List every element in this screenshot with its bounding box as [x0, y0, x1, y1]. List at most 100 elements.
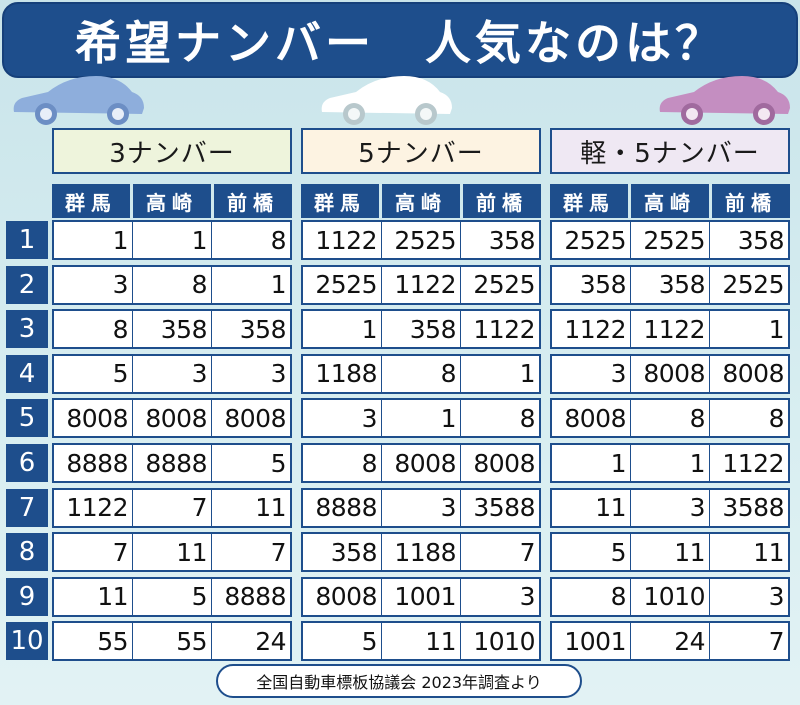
- table-cell: 1122: [381, 266, 460, 303]
- title-banner: 希望ナンバー 人気なのは？: [2, 2, 798, 78]
- table-row: 8008 8008 8008: [52, 398, 292, 439]
- table-cell: 8888: [315, 493, 377, 523]
- table-cell: 7: [211, 534, 290, 571]
- table-cell: 24: [211, 623, 290, 660]
- group-header: 5ナンバー: [301, 128, 541, 174]
- table-cell: 1122: [630, 311, 709, 348]
- table-cell: 8: [630, 400, 709, 437]
- rank-label: 5: [6, 399, 48, 438]
- table-cell: 3: [709, 578, 788, 615]
- table-row: 1122 1122 1: [550, 309, 790, 350]
- rank-label: 1: [6, 221, 48, 259]
- table-cell: 8008: [460, 445, 539, 481]
- table-row: 2525 2525 358: [550, 220, 790, 260]
- city-column-header: 高崎: [133, 184, 211, 218]
- table-cell: 358: [630, 266, 709, 303]
- table-cell: 3: [610, 359, 627, 389]
- table-cell: 8008: [211, 400, 290, 437]
- table-cell: 1188: [381, 534, 460, 571]
- table-cell: 2525: [460, 266, 539, 303]
- table-cell: 8: [211, 222, 290, 258]
- table-cell: 11: [97, 582, 128, 612]
- table-cell: 1122: [66, 493, 128, 523]
- table-row: 1 358 1122: [301, 309, 541, 350]
- table-row: 8888 3 3588: [301, 487, 541, 528]
- table-row: 8 1010 3: [550, 576, 790, 617]
- table-cell: 8888: [66, 448, 128, 478]
- city-column-header: 前橋: [712, 184, 790, 218]
- table-row: 55 55 24: [52, 621, 292, 662]
- table-cell: 1: [709, 311, 788, 348]
- table-cell: 1: [630, 445, 709, 481]
- source-note: 全国自動車標板協議会 2023年調査より: [216, 664, 582, 698]
- table-cell: 8008: [564, 403, 626, 433]
- table-cell: 1010: [630, 578, 709, 615]
- city-column-header: 群馬: [52, 184, 130, 218]
- table-cell: 358: [381, 311, 460, 348]
- table-cell: 8008: [381, 445, 460, 481]
- table-row: 1188 8 1: [301, 353, 541, 394]
- table-cell: 2525: [381, 222, 460, 258]
- city-column-header: 群馬: [550, 184, 628, 218]
- table-row: 358 358 2525: [550, 264, 790, 305]
- table-row: 1122 7 11: [52, 487, 292, 528]
- table-cell: 3588: [709, 489, 788, 526]
- city-column-header: 前橋: [214, 184, 292, 218]
- table-row: 1001 24 7: [550, 621, 790, 662]
- table-cell: 55: [97, 626, 128, 656]
- table-cell: 5: [211, 445, 290, 481]
- table-cell: 3: [132, 355, 211, 392]
- rank-label: 7: [6, 488, 48, 527]
- table-row: 11 5 8888: [52, 576, 292, 617]
- table-cell: 55: [132, 623, 211, 660]
- table-cell: 8: [361, 448, 378, 478]
- rank-label: 9: [6, 577, 48, 616]
- table-row: 8008 1001 3: [301, 576, 541, 617]
- table-cell: 1: [112, 225, 129, 255]
- city-column-header: 高崎: [631, 184, 709, 218]
- table-row: 5 11 1010: [301, 621, 541, 662]
- table-cell: 8008: [630, 355, 709, 392]
- table-cell: 358: [132, 311, 211, 348]
- table-row: 2525 1122 2525: [301, 264, 541, 305]
- table-cell: 358: [460, 222, 539, 258]
- rank-label: 2: [6, 265, 48, 304]
- table-cell: 2525: [315, 270, 377, 300]
- rank-label: 4: [6, 354, 48, 393]
- table-cell: 8: [381, 355, 460, 392]
- table-cell: 7: [709, 623, 788, 660]
- table-cell: 1001: [381, 578, 460, 615]
- table-cell: 1: [610, 448, 627, 478]
- table-row: 1 1 1122: [550, 443, 790, 483]
- rank-label: 6: [6, 444, 48, 482]
- table-cell: 1001: [564, 626, 626, 656]
- table-cell: 3588: [460, 489, 539, 526]
- table-cell: 358: [709, 222, 788, 258]
- table-row: 7 11 7: [52, 532, 292, 573]
- table-cell: 3: [211, 355, 290, 392]
- table-cell: 8: [132, 266, 211, 303]
- table-cell: 1: [132, 222, 211, 258]
- rank-label: 3: [6, 310, 48, 349]
- table-cell: 8888: [132, 445, 211, 481]
- table-cell: 358: [579, 270, 627, 300]
- table-row: 8008 8 8: [550, 398, 790, 439]
- table-cell: 11: [595, 493, 626, 523]
- table-cell: 8008: [315, 582, 377, 612]
- table-cell: 3: [460, 578, 539, 615]
- table-row: 8 8008 8008: [301, 443, 541, 483]
- table-row: 358 1188 7: [301, 532, 541, 573]
- table-row: 1122 2525 358: [301, 220, 541, 260]
- table-cell: 7: [132, 489, 211, 526]
- page-title: 希望ナンバー 人気なのは？: [75, 16, 725, 70]
- table-row: 3 8008 8008: [550, 353, 790, 394]
- table-cell: 1: [381, 400, 460, 437]
- table-cell: 1188: [315, 359, 377, 389]
- table-cell: 7: [460, 534, 539, 571]
- table-cell: 1122: [460, 311, 539, 348]
- table-cell: 358: [330, 537, 378, 567]
- rank-label: 10: [6, 622, 48, 661]
- table-cell: 5: [132, 578, 211, 615]
